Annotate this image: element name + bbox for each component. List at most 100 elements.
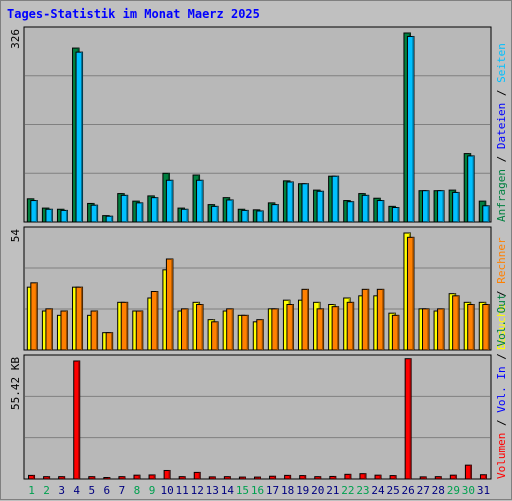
day-label-31: 31	[477, 484, 490, 497]
bar-shadow	[81, 287, 83, 350]
bar-shadow	[352, 201, 354, 222]
bar-shadow	[472, 304, 475, 350]
bar-shadow	[96, 311, 98, 350]
bar-shadow	[427, 308, 430, 350]
bar-shadow	[304, 475, 306, 479]
bar-shadow	[35, 282, 38, 350]
day-label-18: 18	[281, 484, 294, 497]
day-label-8: 8	[134, 484, 141, 497]
day-label-21: 21	[326, 484, 339, 497]
panel-middle: 54 Besuche / Rechner	[9, 226, 508, 351]
legend-item-seiten: Seiten	[495, 43, 508, 83]
day-label-26: 26	[402, 484, 415, 497]
legend-separator: /	[495, 83, 508, 103]
bar-shadow	[35, 200, 38, 222]
legend-separator: /	[495, 413, 508, 433]
day-label-22: 22	[341, 484, 354, 497]
bar-shadow	[198, 472, 201, 479]
bar-shadow	[50, 308, 53, 350]
bar-shadow	[349, 474, 351, 479]
bar-shadow	[487, 304, 490, 350]
bar-shadow	[123, 476, 125, 479]
bar-shadow	[216, 206, 219, 222]
bar-shadow	[397, 207, 399, 222]
bar-shadow	[322, 308, 324, 350]
bar-shadow	[228, 476, 231, 479]
bar-shadow	[276, 204, 279, 222]
bar-shadow	[291, 182, 294, 222]
bar-shadow	[472, 155, 475, 222]
bar-shadow	[442, 190, 445, 222]
bar-bottom-volumen-day-3	[58, 476, 66, 480]
bar-shadow	[201, 180, 204, 222]
panel-top: 326 Anfragen / Dateien / Seiten	[9, 26, 508, 223]
bar-shadow	[364, 473, 366, 479]
legend-item-vol-in: Vol. In	[495, 366, 508, 412]
bar-shadow	[291, 304, 294, 350]
legend-item-rechner: Rechner	[495, 237, 508, 284]
legend-separator: /	[495, 347, 508, 367]
chart-title: Tages-Statistik im Monat Maerz 2025	[7, 7, 260, 21]
bar-shadow	[334, 476, 336, 479]
legend-separator: /	[495, 284, 508, 304]
bar-shadow	[367, 289, 369, 350]
day-label-23: 23	[356, 484, 369, 497]
legend-item-dateien: Dateien	[495, 103, 508, 149]
bar-shadow	[382, 200, 384, 222]
bar-shadow	[306, 183, 309, 222]
day-label-30: 30	[462, 484, 475, 497]
day-label-24: 24	[371, 484, 385, 497]
bar-shadow	[367, 195, 369, 222]
legend-item-anfragen: Anfragen	[495, 169, 508, 222]
legend-bottom: Volumen / Vol. In / Vol. Out	[495, 294, 508, 479]
legend-item-volumen: Volumen	[495, 433, 508, 479]
bar-shadow	[457, 192, 460, 222]
day-label-15: 15	[236, 484, 249, 497]
bar-shadow	[261, 210, 264, 222]
bar-shadow	[216, 321, 219, 350]
bar-shadow	[352, 302, 354, 350]
legend-item-vol-out: Vol. Out	[495, 294, 508, 347]
bar-shadow	[81, 52, 83, 222]
bar-shadow	[138, 475, 140, 479]
bar-shadow	[427, 190, 430, 222]
bar-shadow	[65, 210, 68, 222]
day-label-2: 2	[43, 484, 50, 497]
bar-shadow	[126, 195, 128, 222]
bar-shadow	[65, 311, 68, 350]
bar-shadow	[259, 477, 261, 479]
bar-shadow	[306, 289, 309, 350]
bar-shadow	[183, 476, 186, 479]
bar-shadow	[487, 205, 490, 222]
bar-shadow	[439, 476, 442, 479]
bar-shadow	[274, 476, 276, 479]
scale-label-middle: 54	[9, 229, 22, 243]
bar-shadow	[48, 476, 50, 479]
day-label-7: 7	[119, 484, 126, 497]
bar-shadow	[108, 477, 110, 479]
legend-separator: /	[495, 149, 508, 169]
day-label-16: 16	[251, 484, 264, 497]
bar-shadow	[442, 308, 445, 350]
bar-shadow	[424, 476, 427, 479]
day-label-29: 29	[447, 484, 460, 497]
bar-shadow	[186, 308, 188, 350]
bar-shadow	[409, 358, 412, 479]
bar-shadow	[243, 477, 246, 479]
legend-top: Anfragen / Dateien / Seiten	[495, 43, 508, 222]
bar-shadow	[412, 237, 414, 350]
plot-area-bottom	[23, 354, 492, 480]
day-label-27: 27	[417, 484, 430, 497]
day-label-10: 10	[160, 484, 173, 497]
day-label-19: 19	[296, 484, 309, 497]
bar-shadow	[484, 474, 487, 479]
bar-shadow	[261, 319, 264, 350]
day-label-17: 17	[266, 484, 279, 497]
bar-shadow	[379, 475, 382, 479]
bar-shadow	[141, 311, 143, 350]
day-axis-labels: 1 2 3 4 5 6 7 8 9 10 11 12 13 14 15 16 17 18 19 20 21 22 23 24 2…	[28, 484, 490, 497]
bar-shadow	[469, 465, 472, 479]
day-label-3: 3	[58, 484, 65, 497]
